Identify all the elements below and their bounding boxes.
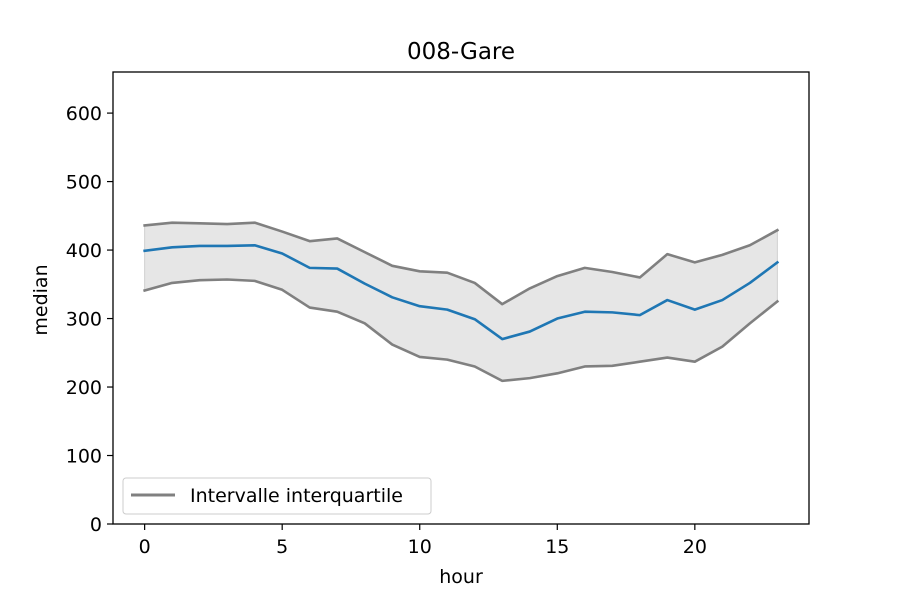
x-tick-label: 15 <box>545 536 569 558</box>
y-tick-label: 200 <box>66 377 102 399</box>
legend-frame <box>122 477 432 515</box>
lower-quartile-line <box>143 278 780 383</box>
y-tick-label: 500 <box>66 172 102 194</box>
y-tick-label: 100 <box>66 446 102 468</box>
y-tick-label: 300 <box>66 309 102 331</box>
chart-title: 008-Gare <box>407 39 515 65</box>
x-tick-label: 20 <box>683 536 707 558</box>
y-tick-label: 600 <box>66 103 102 125</box>
y-tick-label: 0 <box>90 514 102 536</box>
y-tick-label: 400 <box>66 240 102 262</box>
x-tick-label: 10 <box>408 536 432 558</box>
upper-quartile-line <box>143 221 780 306</box>
x-tick-label: 0 <box>139 536 151 558</box>
y-axis-label: median <box>30 264 52 335</box>
x-tick-label: 5 <box>276 536 288 558</box>
median-line <box>143 243 780 341</box>
legend: Intervalle interquartile <box>122 477 432 515</box>
axes-frame <box>112 71 810 525</box>
legend-label: Intervalle interquartile <box>190 485 403 507</box>
x-axis-label: hour <box>439 566 483 588</box>
